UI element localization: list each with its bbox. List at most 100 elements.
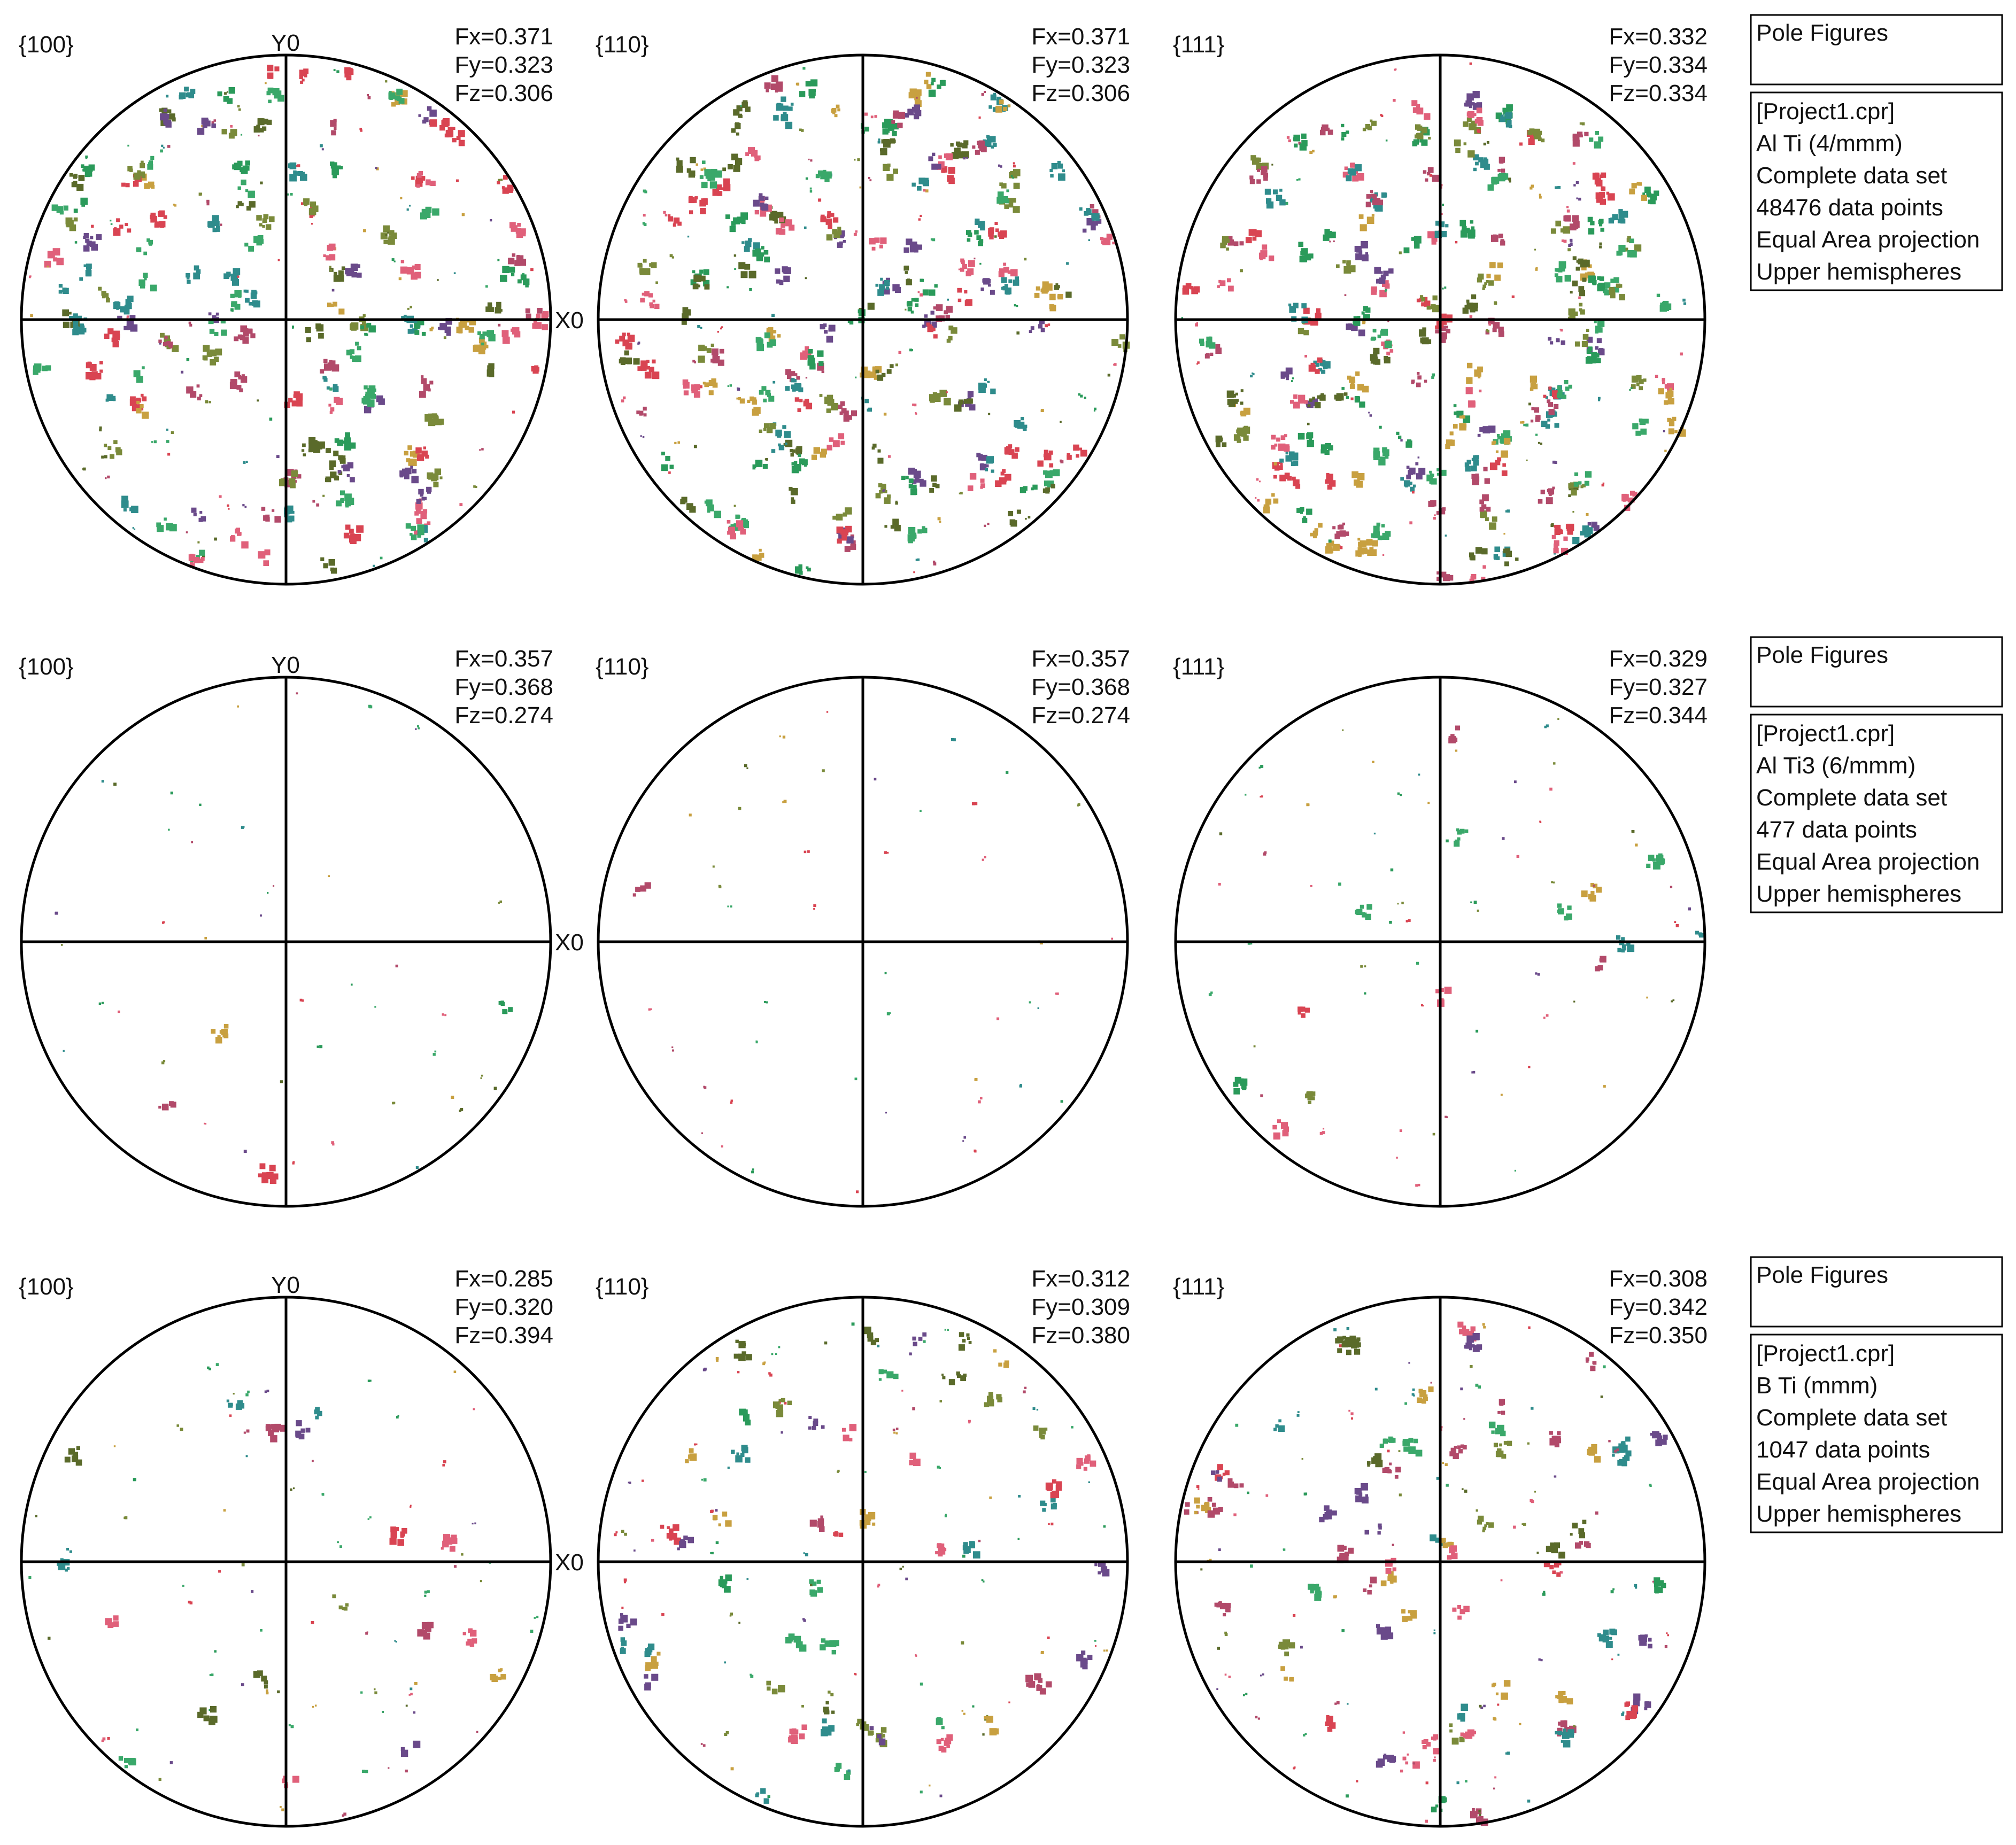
- data-point: [1208, 993, 1212, 996]
- data-point: [204, 936, 207, 940]
- data-point: [944, 1515, 947, 1517]
- data-point: [885, 286, 890, 290]
- data-point: [1040, 289, 1044, 292]
- data-point: [627, 332, 630, 336]
- data-point: [1356, 1780, 1358, 1782]
- data-point: [849, 1424, 857, 1431]
- data-point: [962, 151, 969, 159]
- data-point: [1622, 1711, 1625, 1714]
- data-point: [424, 1591, 428, 1594]
- data-point: [1639, 418, 1643, 422]
- fy-value: Fy=0.309: [1031, 1294, 1130, 1320]
- data-point: [783, 112, 787, 116]
- data-point: [1040, 1500, 1046, 1506]
- fx-value: Fx=0.357: [454, 646, 553, 672]
- data-point: [1350, 163, 1354, 167]
- data-point: [860, 375, 862, 378]
- data-point: [1193, 286, 1200, 293]
- data-point: [163, 342, 167, 346]
- data-point: [920, 1790, 923, 1794]
- data-point: [1486, 280, 1489, 283]
- data-point: [710, 169, 717, 175]
- data-point: [761, 246, 764, 250]
- data-point: [845, 525, 852, 533]
- data-point: [1500, 1094, 1503, 1096]
- data-point: [490, 1674, 497, 1680]
- data-point: [181, 370, 184, 374]
- data-point: [536, 313, 541, 319]
- data-point: [417, 454, 424, 461]
- data-point: [166, 340, 171, 345]
- data-point: [1013, 165, 1016, 168]
- data-point: [1599, 276, 1604, 281]
- data-point: [1573, 311, 1578, 316]
- data-point: [291, 400, 298, 407]
- data-point: [877, 374, 884, 381]
- data-point: [1442, 204, 1444, 206]
- data-point: [1412, 491, 1415, 494]
- data-point: [756, 344, 764, 352]
- data-point: [820, 451, 827, 458]
- data-point: [984, 1716, 987, 1719]
- data-point: [73, 313, 78, 319]
- data-point: [1548, 1546, 1552, 1549]
- data-point: [931, 77, 936, 82]
- data-point: [838, 405, 843, 409]
- data-point: [1272, 189, 1278, 195]
- data-point: [241, 180, 246, 185]
- data-point: [330, 161, 335, 166]
- data-point: [984, 378, 987, 381]
- data-point: [532, 323, 538, 329]
- data-point: [308, 437, 316, 444]
- data-point: [476, 1731, 478, 1733]
- data-point: [1503, 1441, 1508, 1445]
- data-point: [1596, 358, 1601, 363]
- data-point: [419, 391, 426, 398]
- data-point: [962, 143, 968, 149]
- data-point: [932, 560, 936, 563]
- data-point: [1505, 123, 1510, 128]
- data-point: [1563, 1740, 1571, 1748]
- data-point: [1200, 342, 1204, 346]
- data-point: [974, 1150, 977, 1153]
- data-point: [215, 312, 219, 316]
- data-point: [474, 1522, 476, 1524]
- data-point: [762, 1362, 766, 1366]
- data-point: [214, 331, 219, 336]
- data-point: [837, 538, 842, 544]
- data-point: [311, 223, 313, 225]
- data-point: [1532, 383, 1538, 390]
- data-point: [1558, 261, 1566, 269]
- x-axis-label: X0: [555, 1549, 584, 1576]
- data-point: [429, 381, 434, 385]
- data-point: [268, 99, 272, 104]
- data-point: [83, 467, 86, 471]
- data-point: [1505, 551, 1512, 557]
- data-point: [854, 1672, 856, 1675]
- data-point: [1551, 534, 1556, 539]
- data-point: [262, 224, 265, 228]
- data-point: [860, 373, 862, 375]
- data-point: [1498, 234, 1503, 238]
- data-point: [655, 281, 658, 284]
- data-point: [1284, 472, 1290, 478]
- data-point: [1376, 204, 1383, 212]
- data-point: [298, 171, 303, 176]
- data-point: [499, 900, 502, 903]
- data-point: [387, 231, 389, 234]
- data-point: [296, 393, 303, 401]
- data-point: [1312, 534, 1317, 539]
- data-point: [1503, 438, 1511, 445]
- data-point: [627, 361, 630, 364]
- data-point: [741, 102, 748, 108]
- data-point: [322, 494, 325, 497]
- data-point: [822, 769, 825, 772]
- data-point: [83, 245, 90, 252]
- data-point: [1588, 264, 1592, 268]
- data-point: [920, 810, 922, 812]
- data-point: [1366, 216, 1374, 224]
- data-point: [864, 112, 868, 116]
- data-point: [48, 1637, 51, 1640]
- data-point: [803, 1619, 806, 1622]
- data-point: [1348, 323, 1352, 327]
